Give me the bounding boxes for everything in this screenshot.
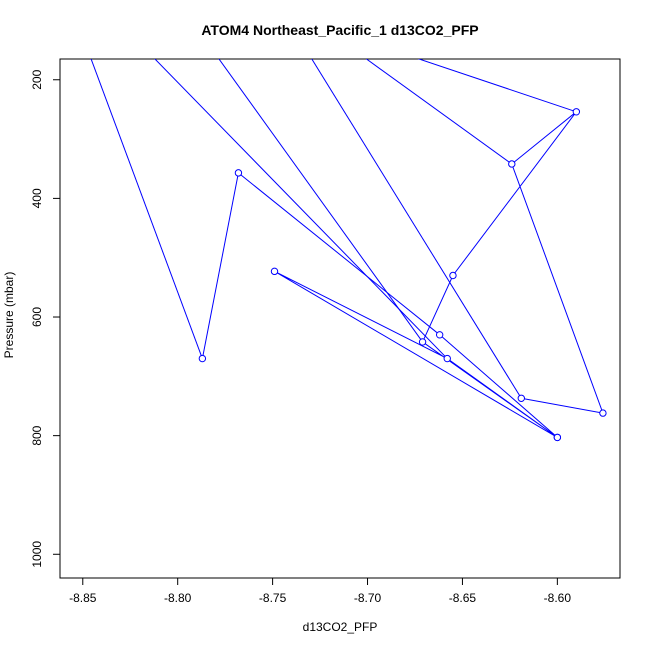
data-point bbox=[270, 267, 279, 276]
data-point bbox=[418, 338, 427, 346]
x-tick-label: -8.60 bbox=[544, 591, 572, 605]
series-offscale-segment bbox=[218, 59, 423, 343]
series-offscale-segment bbox=[90, 59, 203, 359]
x-tick-label: -8.75 bbox=[259, 591, 287, 605]
data-point bbox=[234, 169, 243, 177]
x-tick-label: -8.65 bbox=[449, 591, 477, 605]
data-point bbox=[449, 271, 457, 280]
x-tick-label: -8.80 bbox=[164, 591, 192, 605]
data-point bbox=[553, 433, 562, 442]
series-layer bbox=[90, 59, 604, 438]
series-offscale-segment bbox=[365, 59, 513, 165]
data-point bbox=[517, 394, 525, 402]
data-point bbox=[572, 108, 581, 116]
data-point bbox=[198, 354, 207, 363]
y-axis: 200 400 600 800 1000 bbox=[30, 69, 61, 568]
x-tick-label: -8.70 bbox=[354, 591, 382, 605]
chart-title: ATOM4 Northeast_Pacific_1 d13CO2_PFP bbox=[201, 22, 478, 38]
y-tick-label: 800 bbox=[30, 425, 44, 445]
y-tick-label: 600 bbox=[30, 307, 44, 327]
x-tick-label: -8.85 bbox=[69, 591, 97, 605]
marker-layer bbox=[198, 108, 607, 442]
y-tick-label: 400 bbox=[30, 188, 44, 208]
x-axis-label: d13CO2_PFP bbox=[303, 620, 378, 634]
series-offscale-segment bbox=[311, 59, 522, 399]
data-point bbox=[435, 331, 444, 339]
series-line bbox=[201, 111, 604, 438]
y-tick-label: 1000 bbox=[30, 541, 44, 568]
y-tick-label: 200 bbox=[30, 69, 44, 89]
y-axis-label: Pressure (mbar) bbox=[2, 272, 16, 359]
data-point bbox=[508, 160, 516, 168]
data-point bbox=[599, 409, 607, 417]
series-offscale-segment bbox=[417, 59, 577, 113]
x-axis: -8.85 -8.80 -8.75 -8.70 -8.65 -8.60 bbox=[69, 577, 572, 605]
data-point bbox=[443, 354, 451, 363]
plot-frame bbox=[59, 58, 621, 579]
